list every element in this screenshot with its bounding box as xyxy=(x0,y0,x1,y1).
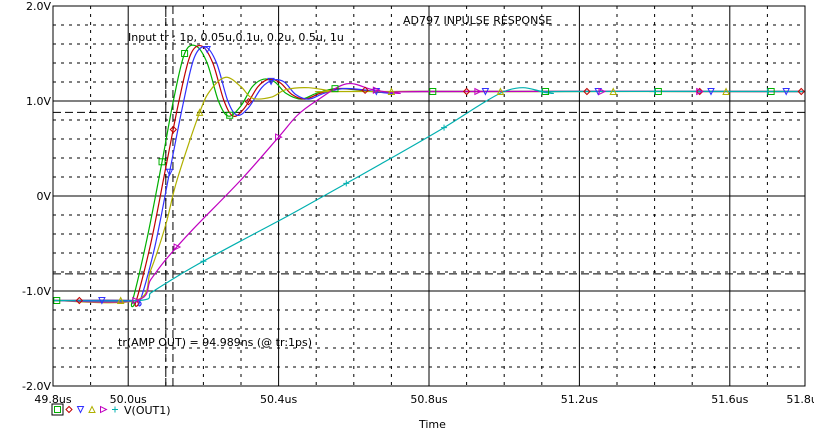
data-marker-up-triangle xyxy=(496,87,505,95)
data-marker-down-triangle xyxy=(267,77,275,86)
data-marker-right-triangle xyxy=(275,133,283,141)
data-marker-up-triangle xyxy=(195,108,204,116)
data-marker-right-triangle xyxy=(598,87,607,96)
y-tick-labels: 2.0V 1.0V 0V -1.0V -2.0V xyxy=(22,0,51,393)
data-marker-plus xyxy=(200,258,207,265)
data-marker-square xyxy=(158,158,166,166)
data-marker-right-triangle xyxy=(696,87,704,96)
data-marker-plus xyxy=(343,180,350,187)
data-marker-diamond xyxy=(797,87,805,96)
data-marker-diamond xyxy=(462,87,471,96)
y-tick-label: 2.0V xyxy=(26,0,51,13)
cursor-lines[interactable] xyxy=(53,6,805,386)
legend-symbol-square xyxy=(54,406,61,413)
legend-label[interactable]: V(OUT1) xyxy=(124,404,171,417)
data-marker-square xyxy=(331,85,339,93)
y-tick-label: -1.0V xyxy=(22,285,51,298)
legend-symbol-up-triangle xyxy=(88,405,96,413)
data-marker-down-triangle xyxy=(98,297,106,305)
data-marker-up-triangle xyxy=(609,87,618,95)
plot-frame xyxy=(52,5,806,387)
data-marker-right-triangle xyxy=(132,296,140,305)
x-tick-label: 49.8us xyxy=(34,393,71,406)
data-marker-up-triangle xyxy=(722,87,730,95)
data-marker-up-triangle xyxy=(387,87,396,95)
data-marker-down-triangle xyxy=(594,88,603,96)
data-marker-right-triangle xyxy=(372,86,381,94)
legend-selection-box[interactable] xyxy=(51,403,64,416)
x-tick-labels: 49.8us 50.0us 50.4us 50.8us 51.2us 51.6us 51.8… xyxy=(34,393,814,406)
x-tick-label: 50.8us xyxy=(410,393,447,406)
chart-title: AD797 INPULSE RESPONSE xyxy=(403,14,552,27)
series-line-3 xyxy=(52,76,805,304)
data-marker-diamond xyxy=(75,296,84,305)
data-marker-plus xyxy=(764,88,771,95)
legend[interactable] xyxy=(51,403,118,416)
data-marker-square xyxy=(53,297,61,304)
data-marker-down-triangle xyxy=(165,168,174,177)
data-marker-diamond xyxy=(244,97,253,106)
x-tick-label: 50.4us xyxy=(260,393,297,406)
rise-time-annotation: tr(AMP OUT) = 94.989ns (@ tr:1ps) xyxy=(118,336,312,349)
data-marker-diamond xyxy=(361,86,369,95)
data-marker-right-triangle xyxy=(474,87,482,96)
data-marker-square xyxy=(429,88,437,95)
data-marker-down-triangle xyxy=(707,88,715,96)
data-marker-up-triangle xyxy=(116,296,125,304)
legend-symbol-right-triangle xyxy=(100,405,108,414)
data-marker-diamond xyxy=(169,125,178,134)
x-axis-label: Time xyxy=(418,418,446,431)
data-marker-down-triangle xyxy=(782,88,791,96)
marker-group xyxy=(53,46,805,305)
series-line-2 xyxy=(52,46,806,307)
y-tick-label: 1.0V xyxy=(26,95,51,108)
data-marker-plus xyxy=(538,88,545,95)
data-marker-right-triangle xyxy=(173,243,182,251)
data-marker-square xyxy=(226,111,234,119)
data-marker-plus xyxy=(651,88,658,95)
legend-symbol-diamond xyxy=(65,405,73,414)
input-tr-annotation: Input tr : 1p, 0.05u,0.1u, 0.2u, 0.5u, 1… xyxy=(128,31,344,44)
data-marker-square xyxy=(181,50,189,57)
x-tick-label: 50.0us xyxy=(110,393,147,406)
data-marker-plus xyxy=(441,124,448,131)
x-tick-label: 51.8us xyxy=(786,393,814,406)
data-marker-down-triangle xyxy=(481,88,490,96)
data-marker-diamond xyxy=(583,87,591,96)
series-line-4 xyxy=(52,82,806,303)
x-tick-label: 51.2us xyxy=(561,393,598,406)
x-tick-label: 51.6us xyxy=(711,393,748,406)
series-line-5 xyxy=(52,87,806,302)
legend-symbol-down-triangle xyxy=(76,406,85,414)
y-tick-label: 0V xyxy=(36,190,51,203)
data-marker-down-triangle xyxy=(203,46,211,54)
y-tick-label: -2.0V xyxy=(22,380,51,393)
legend-symbol-plus xyxy=(112,406,118,413)
grid xyxy=(52,5,806,387)
